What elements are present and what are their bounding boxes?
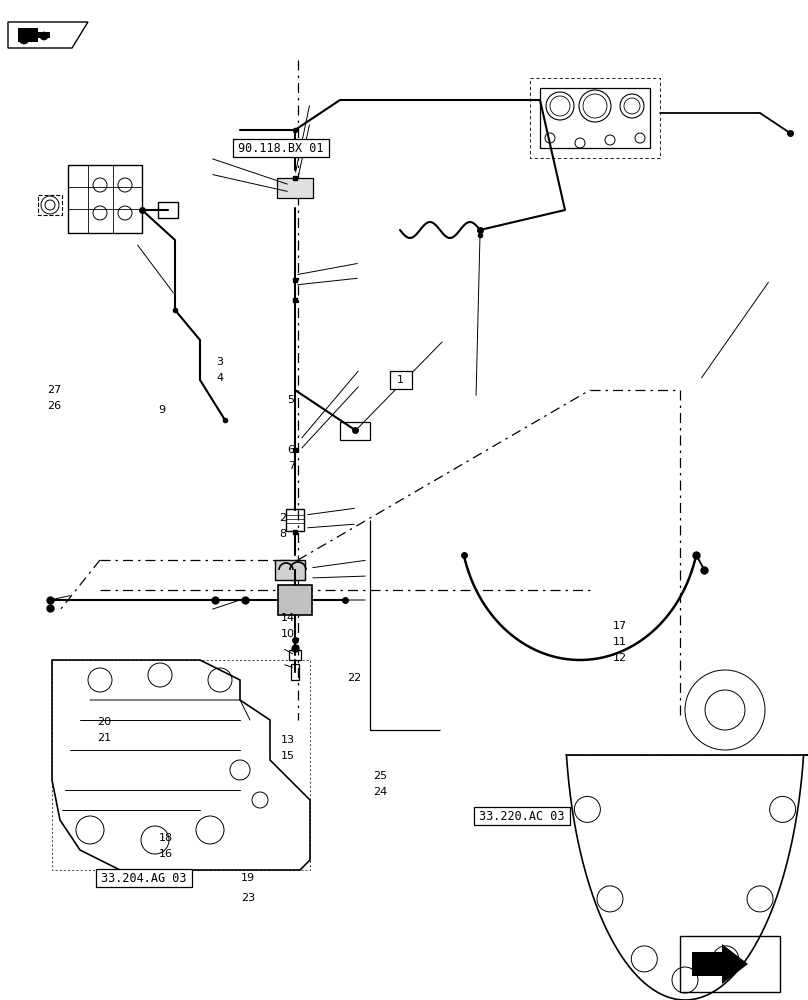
Text: 15: 15 — [281, 751, 295, 761]
Text: 21: 21 — [97, 733, 111, 743]
Bar — [278, 585, 312, 615]
Bar — [158, 202, 178, 218]
Text: 12: 12 — [612, 653, 626, 663]
Text: 17: 17 — [612, 621, 626, 631]
Bar — [275, 560, 305, 580]
Text: 1: 1 — [398, 375, 404, 385]
Text: 33.220.AC 03: 33.220.AC 03 — [479, 810, 565, 822]
Bar — [95, 869, 192, 887]
Text: 11: 11 — [612, 637, 626, 647]
Bar — [286, 509, 304, 531]
Bar — [289, 650, 301, 660]
Text: 4: 4 — [217, 373, 224, 383]
Text: 13: 13 — [281, 735, 295, 745]
Text: 25: 25 — [373, 771, 387, 781]
Bar — [291, 664, 299, 680]
Bar — [389, 371, 412, 389]
Text: 19: 19 — [241, 873, 255, 883]
Text: 16: 16 — [158, 849, 172, 859]
Bar — [233, 139, 330, 157]
Text: 2: 2 — [279, 513, 286, 523]
Text: 90.118.BX 01: 90.118.BX 01 — [238, 141, 324, 154]
Bar — [680, 936, 780, 992]
Text: 10: 10 — [281, 629, 295, 639]
Polygon shape — [18, 28, 50, 42]
Text: 3: 3 — [217, 357, 224, 367]
Bar — [473, 807, 570, 825]
Circle shape — [40, 32, 48, 40]
Text: 24: 24 — [373, 787, 388, 797]
Bar — [540, 88, 650, 148]
Bar — [277, 178, 313, 198]
Text: 18: 18 — [158, 833, 172, 843]
Text: 27: 27 — [47, 385, 61, 395]
Text: 6: 6 — [288, 445, 295, 455]
Text: 20: 20 — [97, 717, 111, 727]
Text: 5: 5 — [288, 395, 295, 405]
Polygon shape — [692, 944, 748, 984]
Text: 8: 8 — [279, 529, 286, 539]
Text: 14: 14 — [281, 613, 295, 623]
Bar — [340, 422, 370, 440]
Text: 22: 22 — [347, 673, 362, 683]
Text: 9: 9 — [158, 405, 166, 415]
Text: 23: 23 — [241, 893, 255, 903]
Text: 26: 26 — [47, 401, 61, 411]
Text: 33.204.AG 03: 33.204.AG 03 — [101, 871, 187, 884]
Bar — [68, 165, 142, 233]
Text: 7: 7 — [288, 461, 295, 471]
Circle shape — [19, 34, 29, 44]
